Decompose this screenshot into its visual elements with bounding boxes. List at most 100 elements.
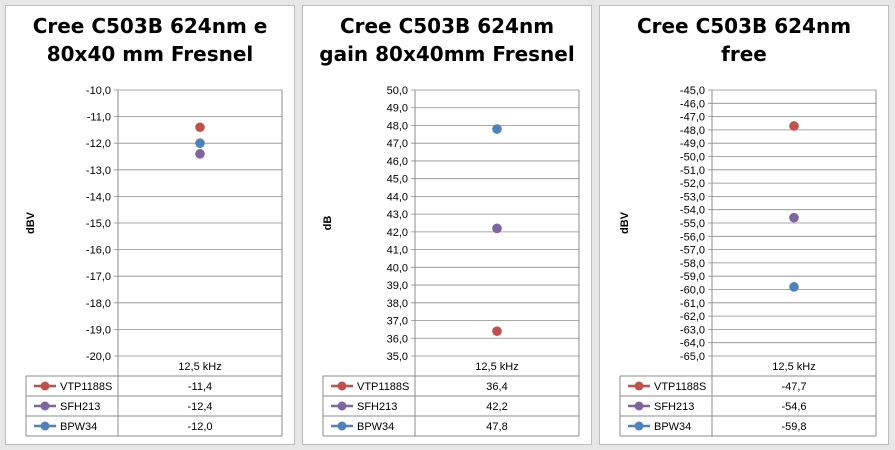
legend-series-name: VTP1188S xyxy=(357,381,409,393)
data-label: 47,8 xyxy=(486,421,507,433)
legend-marker xyxy=(634,381,644,391)
chart-panel-gain: Cree C503B 624nm gain 80x40mm Fresnel 35… xyxy=(302,5,592,445)
y-tick-label: 38,0 xyxy=(387,298,408,310)
y-tick-label: -17,0 xyxy=(86,271,111,283)
chart-panel-free: Cree C503B 624nm free -65,0 -64,0 -63,0 -62… xyxy=(599,5,889,445)
y-tick-label: -51,0 xyxy=(680,165,705,177)
legend-marker xyxy=(40,421,50,431)
chart-svg: -20,0 -19,0 -18,0 -17,0 -16,0 -15,0 -14,0 -13,0… xyxy=(25,85,283,437)
data-point xyxy=(195,122,205,133)
data-label: -12,0 xyxy=(187,421,212,433)
y-tick-label: 39,0 xyxy=(387,280,408,292)
y-tick-label: -18,0 xyxy=(86,298,111,310)
data-point xyxy=(492,223,502,234)
y-tick-label: 36,0 xyxy=(387,333,408,345)
y-tick-label: -59,0 xyxy=(680,271,705,283)
category-label: 12,5 kHz xyxy=(475,361,518,373)
y-tick-label: -10,0 xyxy=(86,85,111,97)
category-label: 12,5 kHz xyxy=(772,361,815,373)
chart-title: Cree C503B 624nm gain 80x40mm Fresnel xyxy=(303,12,591,68)
y-tick-label: 41,0 xyxy=(387,245,408,257)
chart-title: Cree C503B 624nm free xyxy=(600,12,888,68)
y-tick-label: -55,0 xyxy=(680,218,705,230)
y-tick-label: -58,0 xyxy=(680,258,705,270)
y-tick-label: 48,0 xyxy=(387,120,408,132)
chart-title-line-1: Cree C503B 624nm xyxy=(339,14,555,38)
y-tick-label: -45,0 xyxy=(680,85,705,97)
y-tick-label: 35,0 xyxy=(387,351,408,363)
y-tick-label: -48,0 xyxy=(680,125,705,137)
legend-series-name: BPW34 xyxy=(654,421,691,433)
y-tick-label: -14,0 xyxy=(86,191,111,203)
legend-series-name: SFH213 xyxy=(60,401,100,413)
category-label: 12,5 kHz xyxy=(178,361,221,373)
legend-marker xyxy=(40,381,50,391)
y-axis-label: dBV xyxy=(25,211,37,234)
y-tick-label: 44,0 xyxy=(387,191,408,203)
y-tick-label: -56,0 xyxy=(680,231,705,243)
y-tick-label: -15,0 xyxy=(86,218,111,230)
y-tick-label: -60,0 xyxy=(680,285,705,297)
chart-svg: -65,0-64,0 -63,0-62,0-61,0-60,0 -59,0-58,0… xyxy=(619,85,877,437)
y-tick-label: -65,0 xyxy=(680,351,705,363)
y-tick-label: -47,0 xyxy=(680,112,705,124)
data-point xyxy=(195,138,205,148)
legend-series-name: SFH213 xyxy=(654,401,694,413)
chart-title: Cree C503B 624nm e 80x40 mm Fresnel xyxy=(6,12,294,68)
legend-marker xyxy=(337,401,347,411)
y-tick-label: 40,0 xyxy=(387,262,408,274)
y-tick-label: 37,0 xyxy=(387,316,408,328)
y-axis-label: dBV xyxy=(619,211,631,234)
y-tick-label: -50,0 xyxy=(680,152,705,164)
y-axis-label: dB xyxy=(322,216,334,231)
legend-marker xyxy=(40,401,50,411)
legend-series-name: BPW34 xyxy=(60,421,97,433)
y-tick-label: -53,0 xyxy=(680,191,705,203)
y-tick-label: 50,0 xyxy=(387,85,408,97)
y-tick-label: 45,0 xyxy=(387,174,408,186)
y-tick-label: -20,0 xyxy=(86,351,111,363)
legend-marker xyxy=(634,421,644,431)
y-tick-label: 49,0 xyxy=(387,103,408,115)
y-tick-label: -13,0 xyxy=(86,165,111,177)
y-tick-label: -46,0 xyxy=(680,98,705,110)
legend-series-name: SFH213 xyxy=(357,401,397,413)
legend-marker xyxy=(337,381,347,391)
chart-title-line-2: free xyxy=(721,42,767,66)
data-label: -12,4 xyxy=(187,401,212,413)
data-label: -11,4 xyxy=(188,381,212,393)
data-label: -54,6 xyxy=(781,401,806,413)
data-point xyxy=(492,326,502,336)
y-tick-label: 47,0 xyxy=(387,138,408,150)
data-point xyxy=(492,124,502,134)
y-tick-label: 42,0 xyxy=(387,227,408,239)
y-tick-label: 46,0 xyxy=(387,156,408,168)
legend-series-name: BPW34 xyxy=(357,421,394,433)
data-point xyxy=(195,149,205,159)
data-label: 36,4 xyxy=(486,381,507,393)
data-point xyxy=(789,282,799,292)
y-tick-label: -16,0 xyxy=(86,245,111,257)
data-label: -47,7 xyxy=(781,381,806,393)
chart-title-line-2: 80x40 mm Fresnel xyxy=(46,42,254,66)
y-tick-label: -49,0 xyxy=(680,138,705,150)
y-tick-label: -63,0 xyxy=(680,324,705,336)
chart-svg: 35,0 36,0 37,0 38,0 39,0 40,0 41,0 42,0 43,0 44,0… xyxy=(322,85,580,437)
y-tick-label: -61,0 xyxy=(680,298,705,310)
data-label: 42,2 xyxy=(486,401,507,413)
chart-title-line-2: gain 80x40mm Fresnel xyxy=(319,42,575,66)
legend-marker xyxy=(634,401,644,411)
y-tick-label: -52,0 xyxy=(680,178,705,190)
y-tick-label: -19,0 xyxy=(86,324,111,336)
legend-series-name: VTP1188S xyxy=(60,381,112,393)
legend-marker xyxy=(337,421,347,431)
y-tick-label: -64,0 xyxy=(680,338,705,350)
legend-series-name: VTP1188S xyxy=(654,381,706,393)
data-label: -59,8 xyxy=(781,421,806,433)
chart-panel-fresnel: Cree C503B 624nm e 80x40 mm Fresnel -20,… xyxy=(5,5,295,445)
y-tick-label: -11,0 xyxy=(87,112,111,124)
data-point xyxy=(789,212,799,223)
y-tick-label: -62,0 xyxy=(680,311,705,323)
chart-title-line-1: Cree C503B 624nm xyxy=(636,14,852,38)
y-tick-label: -12,0 xyxy=(86,138,111,150)
